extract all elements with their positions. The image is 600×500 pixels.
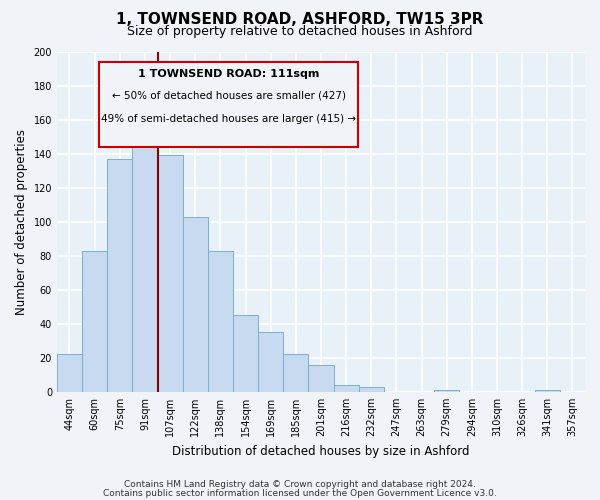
Bar (158, 156, 182, 392)
Bar (334, 385, 359, 392)
Text: 1, TOWNSEND ROAD, ASHFORD, TW15 3PR: 1, TOWNSEND ROAD, ASHFORD, TW15 3PR (116, 12, 484, 28)
Bar (107, 158, 133, 392)
Text: 1 TOWNSEND ROAD: 111sqm: 1 TOWNSEND ROAD: 111sqm (138, 68, 319, 78)
Bar (308, 364, 334, 392)
Text: 49% of semi-detached houses are larger (415) →: 49% of semi-detached houses are larger (… (101, 114, 356, 124)
Bar (133, 124, 158, 392)
FancyBboxPatch shape (99, 62, 358, 147)
Y-axis label: Number of detached properties: Number of detached properties (15, 128, 28, 314)
Bar (182, 216, 208, 392)
Text: ← 50% of detached houses are smaller (427): ← 50% of detached houses are smaller (42… (112, 90, 346, 101)
Bar (208, 250, 233, 392)
Bar (434, 390, 459, 392)
Bar (535, 390, 560, 392)
Bar (233, 316, 258, 392)
Bar (359, 387, 384, 392)
Bar (283, 354, 308, 392)
Bar (258, 332, 283, 392)
Bar (57, 354, 82, 392)
X-axis label: Distribution of detached houses by size in Ashford: Distribution of detached houses by size … (172, 444, 470, 458)
Text: Size of property relative to detached houses in Ashford: Size of property relative to detached ho… (127, 25, 473, 38)
Text: Contains HM Land Registry data © Crown copyright and database right 2024.: Contains HM Land Registry data © Crown c… (124, 480, 476, 489)
Text: Contains public sector information licensed under the Open Government Licence v3: Contains public sector information licen… (103, 488, 497, 498)
Bar (82, 250, 107, 392)
